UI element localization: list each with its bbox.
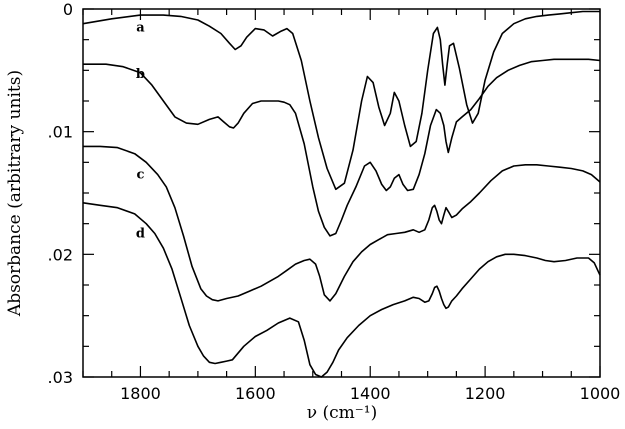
curve-label-a: a [136,20,145,35]
x-tick-label: 1400 [350,384,391,403]
x-tick-label: 1000 [580,384,621,403]
y-tick-label: .01 [48,123,73,142]
series-line-a [82,10,600,191]
curve-labels: a b c d [136,20,145,241]
x-axis-title: ν (cm⁻¹) [307,403,377,423]
curve-label-b: b [136,67,145,82]
tick-labels: 1800 1600 1400 1200 1000 0 .01 .02 .03 [48,0,621,403]
series-line-c [83,145,601,302]
y-tick-label: .03 [48,368,73,387]
x-tick-label: 1200 [465,384,506,403]
curve-label-c: c [136,168,144,183]
y-axis-title: Absorbance (arbitrary units) [5,70,25,317]
y-tick-label: .02 [48,245,73,264]
x-tick-label: 1800 [120,384,161,403]
series-line-d [82,202,601,378]
y-tick-label: 0 [63,0,73,19]
curve-label-d: d [136,226,145,241]
x-tick-label: 1600 [235,384,276,403]
series-group [82,10,601,378]
plot-frame [82,8,601,378]
series-line-b [83,58,601,237]
